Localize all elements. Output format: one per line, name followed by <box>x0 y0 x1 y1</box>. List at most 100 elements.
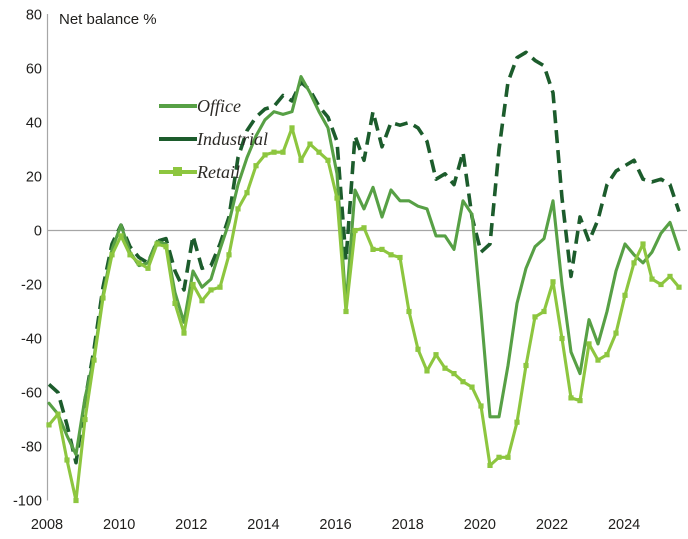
retail-data-marker <box>244 190 250 196</box>
legend-label-industrial: Industrial <box>197 128 269 149</box>
retail-data-marker <box>262 152 268 158</box>
x-tick-label: 2022 <box>536 517 568 533</box>
retail-data-marker <box>100 295 106 301</box>
retail-data-marker <box>181 330 187 336</box>
retail-data-marker <box>595 357 601 363</box>
retail-data-marker <box>658 281 664 288</box>
retail-data-marker <box>640 241 646 247</box>
retail-data-marker <box>325 157 331 163</box>
industrial-line-swatch <box>159 136 197 141</box>
x-tick-label: 2018 <box>392 517 424 533</box>
x-tick-label: 2014 <box>247 517 279 533</box>
retail-data-marker <box>298 157 304 163</box>
retail-data-marker <box>478 403 484 409</box>
retail-data-marker <box>280 149 286 155</box>
retail-data-marker <box>433 352 439 358</box>
retail-data-marker <box>550 279 556 285</box>
y-tick-label: -80 <box>21 440 42 456</box>
retail-data-marker <box>532 314 538 320</box>
retail-data-marker <box>676 284 682 290</box>
retail-data-marker <box>559 335 565 342</box>
series-retail-line <box>47 126 681 503</box>
retail-data-marker <box>64 457 70 463</box>
retail-data-marker <box>136 260 142 266</box>
y-tick-label: -40 <box>21 332 42 348</box>
retail-data-marker <box>289 125 295 131</box>
retail-data-marker <box>316 149 322 155</box>
legend-item-office: Office <box>159 89 268 122</box>
x-tick-label: 2020 <box>464 517 496 533</box>
legend-label-office: Office <box>197 95 241 116</box>
retail-data-marker <box>154 241 160 247</box>
retail-data-marker <box>415 346 421 352</box>
retail-data-marker <box>469 384 475 390</box>
retail-data-marker <box>109 252 115 258</box>
retail-data-marker <box>388 252 394 258</box>
retail-data-marker <box>631 260 637 266</box>
retail-data-marker <box>307 141 313 147</box>
retail-data-marker <box>343 308 349 315</box>
retail-data-marker <box>604 352 610 358</box>
retail-data-marker <box>505 454 511 460</box>
retail-data-marker <box>370 246 376 252</box>
retail-data-marker <box>442 365 448 371</box>
retail-marker-icon <box>173 167 182 176</box>
x-tick-label: 2016 <box>319 517 351 533</box>
y-tick-label: 40 <box>26 116 42 132</box>
retail-data-marker <box>361 225 367 231</box>
retail-data-marker <box>235 206 241 212</box>
legend-item-retail: Retail <box>159 155 268 188</box>
retail-data-marker <box>406 308 412 315</box>
legend-item-industrial: Industrial <box>159 122 268 155</box>
retail-data-marker <box>55 411 61 417</box>
legend-label-retail: Retail <box>197 161 240 182</box>
y-tick-label: -20 <box>21 278 42 294</box>
retail-data-marker <box>271 149 277 155</box>
retail-data-marker <box>586 341 592 347</box>
y-tick-label: -100 <box>13 494 42 510</box>
retail-data-marker <box>190 281 196 288</box>
retail-data-marker <box>523 362 529 369</box>
office-line-swatch <box>159 103 197 108</box>
retail-data-marker <box>568 395 574 401</box>
retail-data-marker <box>91 357 97 363</box>
retail-data-marker <box>487 462 493 468</box>
x-tick-label: 2024 <box>608 517 640 533</box>
retail-data-marker <box>46 422 52 428</box>
retail-data-marker <box>253 163 259 169</box>
x-tick-label: 2012 <box>175 517 207 533</box>
retail-data-marker <box>118 233 124 239</box>
y-tick-label: 80 <box>26 8 42 24</box>
retail-data-marker <box>514 419 520 425</box>
chart-title: Net balance % <box>59 11 157 28</box>
retail-data-marker <box>199 298 205 304</box>
retail-data-marker <box>82 416 88 423</box>
retail-data-marker <box>496 454 502 460</box>
retail-data-marker <box>172 300 178 306</box>
retail-data-marker <box>460 379 466 385</box>
retail-data-marker <box>127 252 133 258</box>
y-tick-label: 60 <box>26 62 42 78</box>
y-tick-label: 20 <box>26 170 42 186</box>
retail-data-marker <box>649 276 655 282</box>
retail-data-marker <box>73 497 79 504</box>
retail-line-swatch <box>159 167 197 176</box>
retail-data-marker <box>226 252 232 258</box>
retail-data-marker <box>208 287 214 293</box>
retail-data-marker <box>541 308 547 315</box>
retail-data-marker <box>667 273 673 279</box>
retail-data-marker <box>145 265 151 271</box>
x-tick-label: 2010 <box>103 517 135 533</box>
retail-data-marker <box>613 330 619 336</box>
y-tick-label: 0 <box>34 224 42 240</box>
retail-data-marker <box>334 195 340 201</box>
series-industrial-line <box>47 50 681 465</box>
retail-data-marker <box>163 244 169 250</box>
retail-data-marker <box>379 246 385 252</box>
legend: Office Industrial Retail <box>159 89 268 188</box>
retail-data-marker <box>622 292 628 298</box>
retail-data-marker <box>451 371 457 377</box>
retail-data-marker <box>217 284 223 290</box>
